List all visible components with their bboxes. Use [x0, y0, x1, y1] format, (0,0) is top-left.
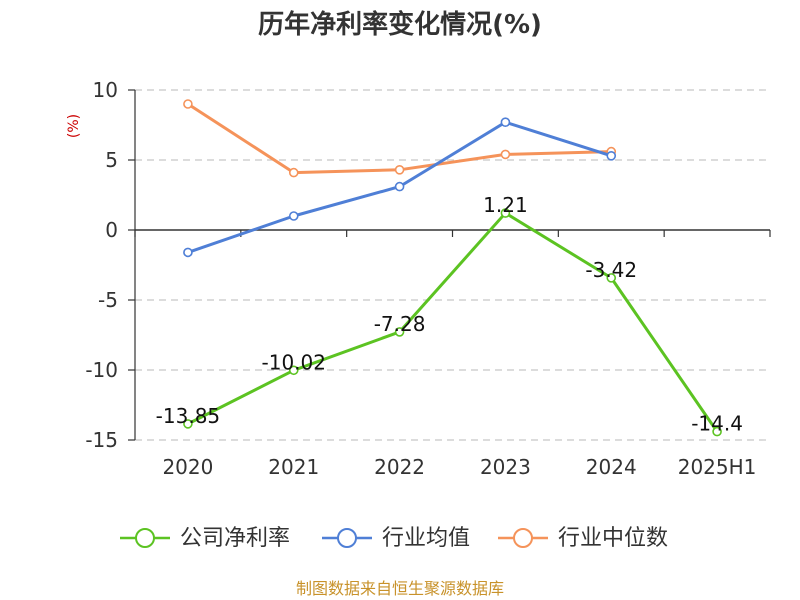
data-point	[500, 208, 511, 218]
data-label: -10.02	[262, 350, 326, 374]
data-point	[183, 99, 193, 109]
y-tick-label: -10	[85, 358, 118, 382]
legend-swatch-marker	[513, 528, 533, 548]
legend-label: 行业中位数	[558, 526, 668, 551]
series-lines	[183, 99, 722, 437]
y-tick-labels: 10 5 0 -5 -10 -15	[85, 78, 118, 452]
source-note: 制图数据来自恒生聚源数据库	[296, 579, 504, 598]
data-point	[712, 426, 722, 437]
data-labels: -13.85 -10.02 -7.28 1.21 -3.42 -14.4	[156, 193, 743, 436]
grid-lines	[135, 89, 770, 441]
axes	[128, 89, 771, 441]
data-point	[606, 273, 617, 283]
data-point	[183, 247, 193, 258]
y-axis-label: (%)	[66, 114, 82, 138]
y-tick-label: 10	[93, 78, 118, 102]
series-line-0	[187, 211, 719, 433]
x-tick-label: 2023	[480, 455, 531, 479]
y-tick-label: 5	[105, 148, 118, 172]
data-point	[183, 419, 193, 429]
data-point	[606, 151, 617, 161]
y-tick-label: -15	[85, 428, 118, 452]
legend-item-0[interactable]: 公司净利率	[120, 526, 290, 551]
legend-label: 行业均值	[382, 526, 470, 551]
data-label: -7.28	[374, 312, 426, 336]
legend-item-1[interactable]: 行业均值	[322, 526, 470, 551]
x-tick-labels: 2020 2021 2022 2023 2024 2025H1	[162, 455, 756, 479]
data-point	[500, 117, 511, 127]
legend[interactable]: 公司净利率 行业均值 行业中位数	[120, 526, 668, 551]
x-tick-label: 2025H1	[678, 455, 757, 479]
x-tick-label: 2020	[162, 455, 213, 479]
chart-title: 历年净利率变化情况(%)	[258, 9, 542, 40]
data-point	[288, 211, 299, 221]
data-label: -13.85	[156, 404, 220, 428]
y-tick-label: 0	[105, 218, 118, 242]
legend-swatch-marker	[135, 528, 155, 548]
x-tick-label: 2021	[268, 455, 319, 479]
x-tick-label: 2024	[586, 455, 637, 479]
data-point	[394, 327, 405, 337]
series-line-2	[187, 102, 612, 175]
data-label: 1.21	[483, 193, 528, 217]
data-point	[288, 365, 299, 376]
legend-item-2[interactable]: 行业中位数	[498, 526, 668, 551]
data-point	[394, 181, 405, 192]
data-point	[500, 149, 511, 160]
data-point	[394, 165, 405, 175]
legend-swatch-marker	[337, 528, 357, 548]
data-label: -14.4	[691, 412, 743, 436]
legend-label: 公司净利率	[180, 526, 290, 551]
data-label: -3.42	[585, 258, 637, 282]
x-tick-label: 2022	[374, 455, 425, 479]
y-tick-label: -5	[98, 288, 118, 312]
data-point	[288, 167, 299, 178]
